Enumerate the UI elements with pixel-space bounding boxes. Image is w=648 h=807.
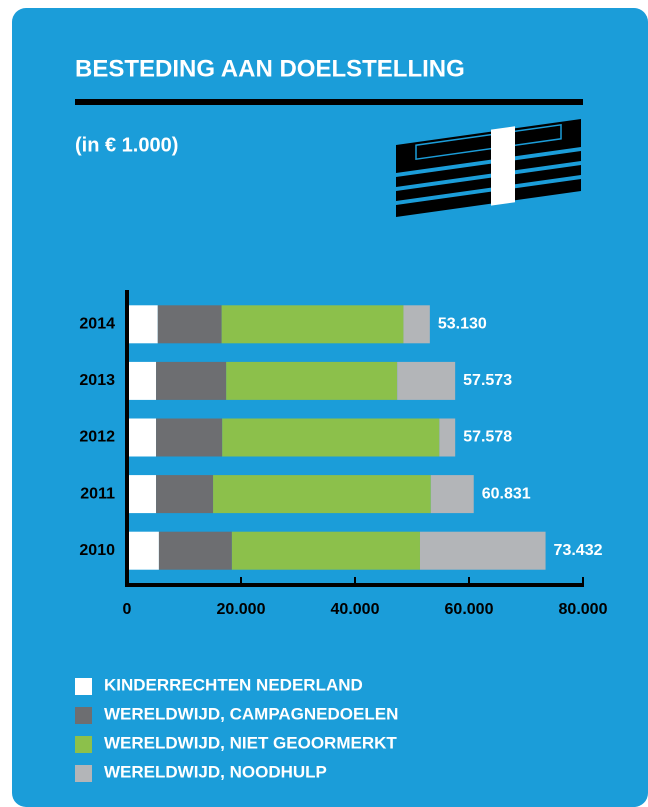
bar-segment	[226, 361, 398, 400]
legend-swatch	[75, 736, 92, 753]
legend-swatch	[75, 707, 92, 724]
y-tick-label: 2012	[79, 429, 115, 446]
legend-label: WERELDWIJD, NOODHULP	[104, 762, 327, 781]
bar-segment	[156, 361, 227, 400]
total-label: 60.831	[482, 485, 531, 502]
bar-segment	[127, 305, 158, 344]
panel	[12, 8, 648, 807]
bar-segment	[430, 475, 474, 514]
bar-segment	[127, 361, 157, 400]
total-label: 57.578	[463, 429, 512, 446]
subtitle: (in € 1.000)	[75, 134, 178, 156]
total-label: 57.573	[463, 372, 512, 389]
title-rule	[75, 99, 583, 105]
x-tick-label: 40.000	[331, 601, 380, 618]
bar-segment	[439, 418, 456, 457]
legend-label: KINDERRECHTEN NEDERLAND	[104, 675, 363, 694]
bar-segment	[397, 361, 456, 400]
bar-segment	[158, 531, 232, 570]
bar-segment	[213, 475, 431, 514]
bar-segment	[127, 531, 159, 570]
bar-segment	[156, 418, 223, 457]
x-tick-label: 20.000	[217, 601, 266, 618]
money-icon	[396, 118, 581, 217]
bar-segment	[222, 418, 440, 457]
bar-segment	[127, 418, 157, 457]
x-tick-label: 80.000	[559, 601, 608, 618]
x-tick-label: 60.000	[445, 601, 494, 618]
total-label: 53.130	[438, 316, 487, 333]
y-tick-label: 2014	[79, 316, 115, 333]
legend-swatch	[75, 765, 92, 782]
legend-label: WERELDWIJD, NIET GEOORMERKT	[104, 733, 397, 752]
y-tick-label: 2010	[79, 542, 115, 559]
x-tick-label: 0	[123, 601, 132, 618]
chart-title: BESTEDING AAN DOELSTELLING	[75, 55, 465, 82]
legend-label: WERELDWIJD, CAMPAGNEDOELEN	[104, 704, 398, 723]
bar-segment	[127, 475, 157, 514]
bar-segment	[156, 475, 214, 514]
bar-segment	[403, 305, 430, 344]
bar-segment	[221, 305, 404, 344]
legend-swatch	[75, 678, 92, 695]
y-tick-label: 2013	[79, 372, 115, 389]
total-label: 73.432	[554, 542, 603, 559]
bar-segment	[231, 531, 420, 570]
y-tick-label: 2011	[80, 485, 115, 502]
bar-segment	[419, 531, 546, 570]
bar-segment	[157, 305, 222, 344]
